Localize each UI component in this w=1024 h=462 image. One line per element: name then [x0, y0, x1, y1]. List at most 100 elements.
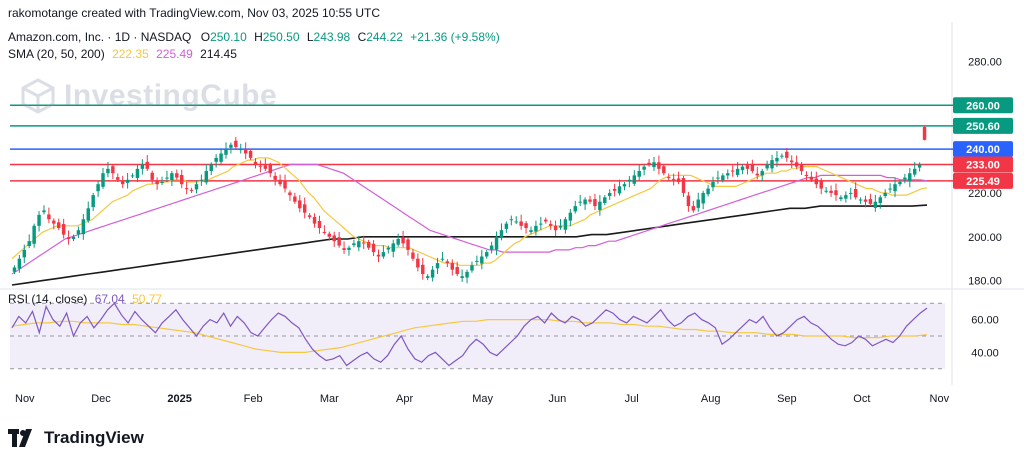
candle-body: [371, 243, 376, 253]
price-level-label: 233.00: [966, 159, 1000, 171]
candle-body: [125, 179, 130, 183]
candle-body: [726, 173, 730, 176]
investingcube-watermark: InvestingCube: [20, 78, 277, 114]
candle-body: [598, 201, 602, 211]
candle-body: [460, 276, 464, 278]
candle-body: [730, 170, 735, 172]
candle-body: [273, 175, 277, 180]
rsi-tick-label: 60.00: [971, 315, 999, 327]
candle-body: [96, 184, 100, 192]
candle-body: [37, 214, 41, 226]
attribution: rakomotange created with TradingView.com…: [8, 6, 380, 20]
candle-body: [671, 178, 676, 180]
tradingview-name: TradingView: [44, 428, 144, 447]
price-level-label: 250.60: [966, 121, 1000, 133]
candle-body: [386, 247, 391, 250]
candle-body: [253, 161, 258, 165]
candle-body: [794, 162, 799, 167]
candle-body: [450, 263, 455, 270]
candle-body: [706, 188, 710, 195]
candle-body: [785, 151, 789, 158]
candle-body: [607, 192, 612, 197]
candle-body: [681, 178, 686, 193]
candle-body: [617, 186, 622, 194]
candle-body: [317, 221, 322, 229]
time-tick-label: May: [472, 393, 493, 405]
candle-body: [622, 184, 627, 187]
candle-body: [849, 192, 853, 194]
candle-body: [22, 249, 27, 258]
candle-body: [430, 269, 435, 278]
candle-body: [312, 217, 317, 224]
candle-body: [362, 242, 366, 244]
candle-body: [603, 197, 607, 204]
candle-body: [716, 177, 720, 179]
symbol-name: Amazon.com, Inc. · 1D · NASDAQ: [8, 30, 192, 44]
candle-body: [612, 189, 617, 191]
candle-body: [912, 168, 917, 175]
candle-body: [71, 236, 76, 239]
candle-body: [101, 173, 105, 187]
candle-body: [480, 256, 484, 264]
time-tick-label: Mar: [320, 393, 339, 405]
low-value: 243.98: [313, 30, 351, 44]
candle-body: [553, 225, 558, 231]
candle-body: [470, 265, 474, 271]
candle-body: [32, 225, 36, 244]
candle-body: [691, 206, 696, 211]
candle-body: [647, 162, 651, 165]
candle-body: [47, 214, 51, 220]
sma20-line: [11, 157, 928, 266]
candle-body: [888, 188, 892, 190]
candle-body: [863, 199, 868, 202]
tradingview-logo-icon: [8, 429, 32, 447]
candle-body: [322, 231, 327, 233]
price-level-badge: [953, 117, 1013, 134]
sma200-value: 214.45: [200, 47, 237, 61]
candle-body: [76, 230, 81, 235]
candle-body: [219, 153, 223, 162]
candle-body: [853, 189, 858, 198]
candle-body: [740, 166, 745, 171]
candle-body: [711, 181, 715, 188]
candle-body: [111, 166, 115, 174]
candle-body: [804, 174, 809, 176]
sma200-line: [11, 204, 928, 286]
candle-body: [686, 195, 691, 207]
candle-body: [184, 188, 189, 190]
open-value: 250.10: [210, 30, 247, 44]
candle-body: [544, 219, 548, 222]
candle-body: [632, 175, 637, 184]
candle-body: [455, 267, 459, 275]
candle-body: [199, 179, 204, 181]
candle-body: [224, 149, 228, 155]
open-label: O: [200, 30, 211, 44]
candle-body: [243, 149, 248, 154]
candle-body: [519, 221, 523, 226]
candle-body: [839, 197, 843, 200]
candle-body: [765, 164, 769, 169]
candle-body: [475, 260, 479, 262]
candle-body: [652, 162, 656, 168]
candle-body: [809, 176, 814, 180]
candle-body: [799, 164, 804, 172]
candle-body: [829, 190, 833, 193]
candle-body: [381, 252, 386, 257]
candle-body: [824, 190, 828, 192]
price-level-badge: [953, 141, 1013, 158]
candle-body: [106, 168, 110, 174]
candle-body: [745, 165, 750, 169]
candle-body: [735, 168, 740, 175]
sma50-line: [11, 163, 928, 275]
candle-body: [175, 173, 179, 178]
candle-body: [401, 237, 405, 244]
candle-body: [189, 189, 194, 191]
rsi-value: 67.04: [94, 292, 125, 306]
candle-body: [12, 267, 17, 272]
rsi-label: RSI (14, close): [8, 292, 88, 306]
candle-body: [760, 171, 764, 176]
candle-body: [578, 201, 582, 203]
candle-body: [298, 200, 302, 209]
candle-body: [484, 252, 489, 257]
